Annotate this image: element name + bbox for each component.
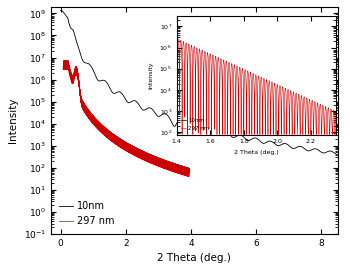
Line: 10nm: 10nm bbox=[61, 10, 338, 155]
297 nm bbox=[173, 36, 177, 40]
10nm bbox=[171, 152, 175, 155]
10nm bbox=[269, 152, 273, 155]
X-axis label: 2 Theta (deg.): 2 Theta (deg.) bbox=[234, 150, 279, 155]
297 nm bbox=[293, 133, 297, 136]
10nm bbox=[234, 134, 239, 138]
297 nm bbox=[141, 154, 146, 157]
10nm bbox=[201, 152, 205, 155]
10nm bbox=[336, 153, 340, 157]
10nm bbox=[293, 152, 297, 155]
Line: 297 nm: 297 nm bbox=[173, 38, 336, 134]
Legend: 10nm, 297 nm: 10nm, 297 nm bbox=[56, 199, 117, 229]
10nm bbox=[334, 152, 338, 155]
10nm bbox=[72, 33, 77, 36]
10nm bbox=[279, 143, 283, 147]
297 nm bbox=[61, 65, 65, 68]
297 nm bbox=[66, 59, 70, 62]
297 nm bbox=[187, 172, 191, 175]
297 nm bbox=[171, 42, 175, 45]
10nm bbox=[277, 152, 281, 155]
X-axis label: 2 Theta (deg.): 2 Theta (deg.) bbox=[157, 253, 231, 263]
10nm bbox=[264, 141, 268, 144]
297 nm bbox=[233, 94, 238, 97]
10nm bbox=[223, 130, 227, 133]
10nm bbox=[58, 9, 63, 12]
297 nm bbox=[68, 70, 72, 73]
297 nm bbox=[161, 165, 166, 169]
297 nm bbox=[107, 132, 111, 135]
297 nm bbox=[269, 97, 273, 100]
Line: 297 nm: 297 nm bbox=[63, 61, 189, 177]
10nm bbox=[159, 114, 163, 117]
297 nm bbox=[277, 93, 281, 97]
297 nm bbox=[305, 98, 309, 101]
10nm bbox=[305, 152, 309, 155]
297 nm bbox=[334, 111, 338, 114]
297 nm bbox=[175, 133, 179, 136]
Legend: 10nm, 297 nm: 10nm, 297 nm bbox=[180, 117, 210, 132]
Y-axis label: Intensity: Intensity bbox=[149, 62, 154, 89]
297 nm bbox=[187, 175, 191, 178]
297 nm bbox=[201, 58, 205, 61]
297 nm bbox=[136, 147, 140, 150]
10nm bbox=[233, 152, 238, 155]
Y-axis label: Intensity: Intensity bbox=[8, 98, 18, 143]
297 nm bbox=[155, 162, 159, 165]
